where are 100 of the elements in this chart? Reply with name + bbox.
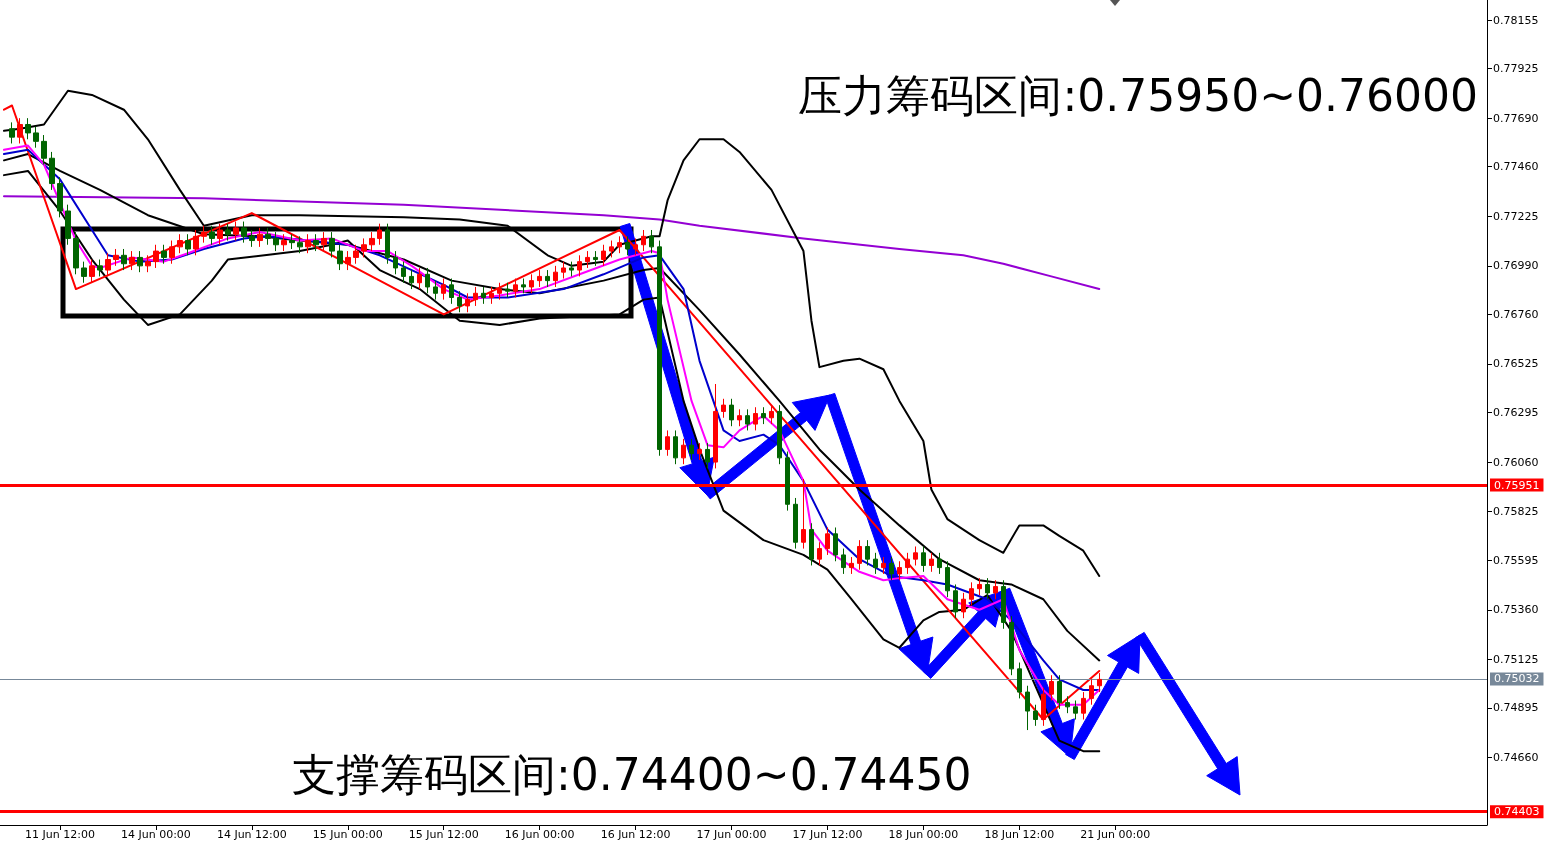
x-tick-label: 18 Jun 00:00	[888, 828, 959, 841]
candlestick	[1001, 579, 1006, 630]
candlestick	[825, 526, 830, 556]
candlestick	[809, 522, 814, 566]
candlestick	[921, 545, 926, 573]
candlestick	[529, 273, 534, 294]
candlestick	[217, 223, 223, 246]
candlestick	[793, 497, 798, 550]
candlestick	[273, 231, 279, 252]
candlestick	[849, 556, 854, 575]
candlestick	[305, 233, 311, 254]
candlestick	[769, 404, 774, 425]
candlestick	[1049, 674, 1054, 702]
y-tick-label: 0.77460	[1493, 160, 1539, 174]
candlestick	[401, 261, 406, 284]
candlestick	[777, 404, 782, 465]
candlestick	[593, 250, 598, 267]
candlestick	[185, 233, 191, 256]
candlestick	[961, 592, 966, 619]
y-tick-label: 0.77925	[1493, 62, 1539, 76]
x-tick-label: 16 Jun 00:00	[504, 828, 575, 841]
candlestick	[1009, 615, 1014, 676]
candlestick	[937, 552, 942, 575]
annotation: 压力筹码区间:0.75950~0.76000	[798, 69, 1478, 121]
y-tick-label: 0.74895	[1493, 701, 1539, 715]
candlestick	[953, 583, 958, 619]
candlestick	[465, 292, 470, 313]
y-tick-label: 0.76525	[1493, 357, 1539, 371]
y-tick-label: 0.75825	[1493, 505, 1539, 519]
candlestick	[233, 221, 239, 242]
candlestick	[665, 429, 670, 457]
candlestick	[537, 269, 542, 288]
candlestick	[201, 225, 207, 244]
candlestick	[433, 280, 438, 301]
candlestick	[97, 259, 103, 277]
candlestick	[385, 223, 390, 265]
candlestick	[313, 233, 319, 252]
candlestick	[441, 278, 446, 301]
candlestick	[969, 581, 974, 607]
y-tick-label: 0.75595	[1493, 553, 1539, 567]
candlestick	[49, 151, 55, 191]
candlestick	[1025, 685, 1030, 731]
candlestick	[737, 408, 742, 427]
candlestick	[689, 438, 694, 461]
candlestick	[1057, 674, 1062, 710]
candlestick	[841, 548, 846, 575]
candlestick	[1089, 678, 1094, 706]
candlestick	[473, 286, 478, 307]
candlestick	[161, 244, 167, 265]
candlestick	[345, 250, 351, 271]
candlestick	[833, 526, 838, 562]
candlestick	[945, 560, 950, 598]
candlestick	[121, 248, 127, 271]
candlestick	[913, 545, 918, 566]
candlestick	[673, 429, 678, 465]
candlestick	[81, 261, 87, 284]
candlestick	[785, 451, 790, 512]
x-tick-label: 14 Jun 12:00	[216, 828, 287, 841]
candlestick	[545, 269, 550, 288]
ref-line-label: 0.75032	[1494, 672, 1540, 686]
candlestick	[449, 278, 454, 305]
ref-line-label: 0.74403	[1494, 805, 1540, 819]
candlestick	[881, 556, 886, 575]
candlestick	[601, 244, 606, 267]
y-tick-label: 0.76760	[1493, 307, 1539, 321]
candlestick	[145, 254, 151, 273]
candlestick	[729, 398, 734, 427]
line-series	[3, 195, 1101, 291]
candlestick	[361, 237, 367, 258]
candlestick	[249, 229, 255, 248]
candlestick	[985, 577, 990, 600]
candlestick	[1017, 662, 1022, 699]
candlestick	[657, 240, 662, 457]
candlestick	[25, 117, 31, 140]
candlestick	[817, 541, 822, 566]
candlestick	[481, 286, 486, 305]
candlestick	[857, 539, 862, 571]
candlestick	[73, 231, 79, 275]
candlestick	[137, 250, 143, 273]
candlestick	[753, 406, 758, 431]
y-tick-label: 0.76990	[1493, 259, 1539, 273]
candlestick	[57, 176, 63, 218]
x-tick-label: 18 Jun 12:00	[984, 828, 1055, 841]
candlestick	[1033, 704, 1038, 727]
x-tick-label: 15 Jun 00:00	[312, 828, 383, 841]
ref-line-label: 0.75951	[1494, 478, 1540, 492]
candlestick	[417, 267, 422, 290]
candlestick	[225, 223, 231, 242]
candlestick	[33, 126, 39, 149]
y-tick-label: 0.76295	[1493, 406, 1539, 419]
candlestick	[521, 278, 526, 294]
candlestick	[9, 121, 15, 144]
candlestick	[681, 438, 686, 465]
candlestick	[457, 290, 462, 313]
x-tick-label: 11 Jun 12:00	[25, 828, 95, 841]
candlestick	[609, 240, 614, 258]
y-tick-label: 0.77225	[1493, 209, 1539, 223]
candlestick	[377, 223, 382, 246]
candlestick	[721, 398, 726, 419]
y-tick-label: 0.74660	[1493, 750, 1539, 764]
